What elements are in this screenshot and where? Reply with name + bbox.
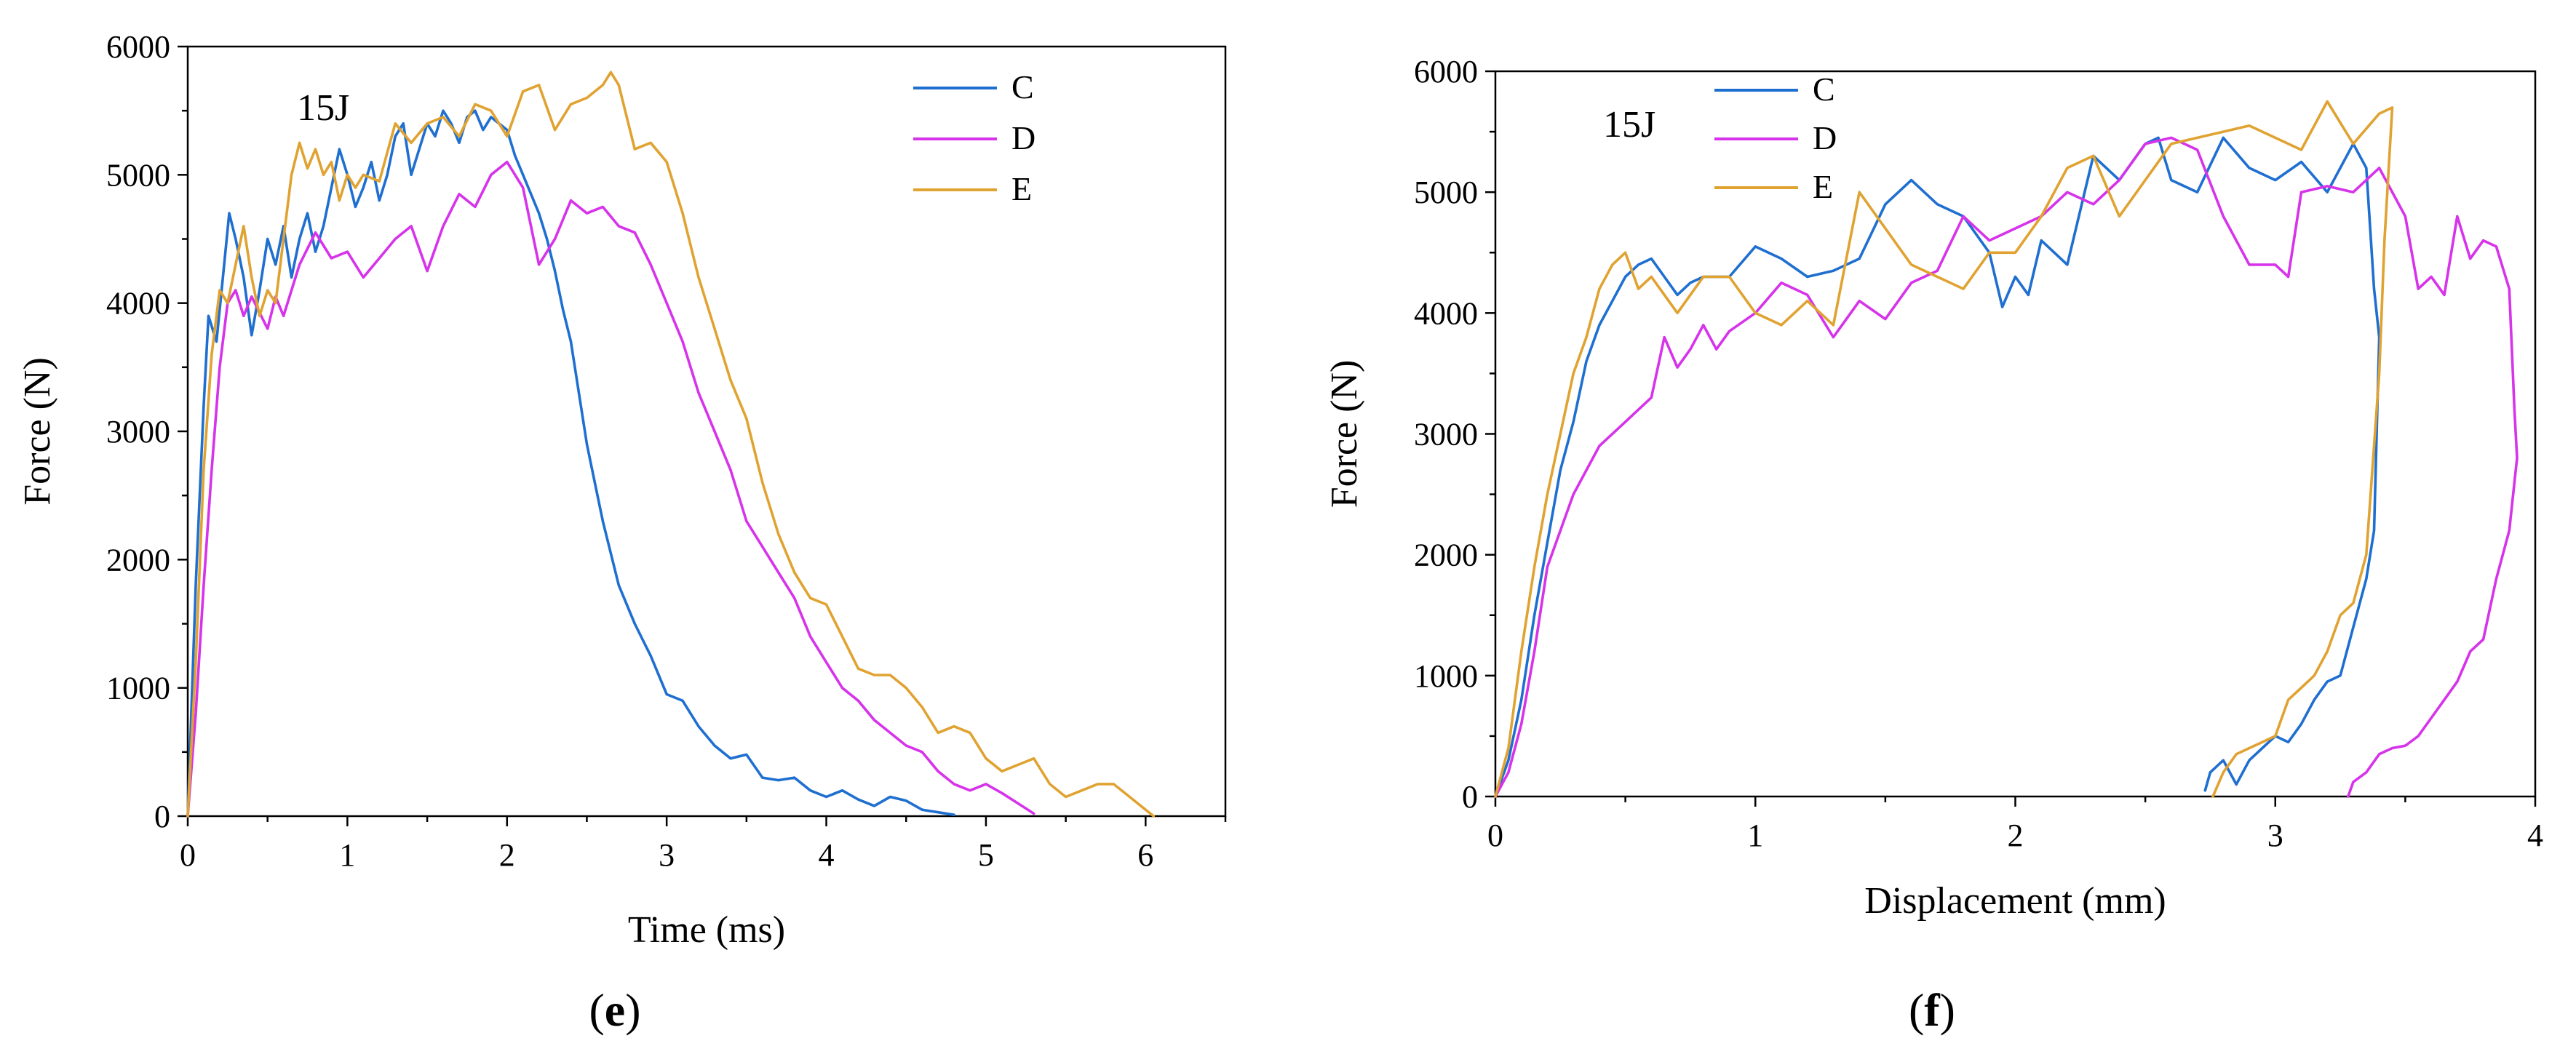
y-axis-title: Force (N) [1324,360,1365,508]
x-tick-label: 6 [1137,837,1153,873]
y-tick-label: 1000 [1414,658,1478,694]
panel-f: 0 1000 2000 3000 4000 5000 6000 0 1 2 3 4 Displaceme… [1324,54,2543,1036]
series-line-D [1494,136,2519,798]
plot-frame [1494,70,2537,798]
x-tick-label: 1 [1747,818,1763,853]
legend-label-C: C [1813,71,1835,108]
energy-annotation: 15J [1603,104,1655,145]
legend-label-C: C [1011,68,1034,105]
x-tick-label: 4 [2527,818,2543,853]
panel-label: (f) [1909,984,1955,1036]
energy-annotation: 15J [297,87,349,129]
y-tick-label: 0 [154,799,170,834]
x-tick-label: 3 [659,837,675,873]
y-tick-label: 2000 [1414,538,1478,573]
x-tick-label: 4 [819,837,835,873]
y-tick-label: 4000 [1414,295,1478,331]
panel-label-close: ) [1940,984,1955,1036]
y-tick-label: 5000 [1414,175,1478,210]
panel-label-letter: e [605,984,625,1036]
x-tick-label: 1 [339,837,355,873]
x-tick-label: 2 [499,837,515,873]
legend-label-E: E [1813,168,1833,205]
y-tick-label: 0 [1462,779,1478,815]
series-line-C [186,109,955,818]
panel-label-close: ) [625,984,640,1036]
x-tick-label: 0 [180,837,196,873]
x-tick-label: 0 [1487,818,1503,853]
legend-label-E: E [1011,170,1032,207]
x-axis-title: Displacement (mm) [1864,880,2166,922]
y-tick-label: 3000 [106,414,170,450]
series-line-E [1494,100,2394,798]
x-tick-label: 2 [2008,818,2024,853]
y-tick-label: 6000 [1414,54,1478,89]
y-tick-label: 6000 [106,29,170,65]
y-tick-label: 2000 [106,542,170,578]
y-tick-label: 3000 [1414,417,1478,452]
panel-label-letter: f [1924,984,1940,1036]
y-tick-label: 4000 [106,286,170,322]
x-tick-label: 5 [978,837,994,873]
series-line-D [186,160,1035,818]
panel-label-open: ( [1909,984,1924,1036]
y-axis-title: Force (N) [17,357,58,506]
panel-label: (e) [589,984,640,1036]
series-line-C [1494,136,2381,798]
y-tick-label: 1000 [106,671,170,706]
y-tick-label: 5000 [106,157,170,193]
series-line-E [186,71,1156,818]
panel-e: 0 1000 2000 3000 4000 5000 6000 0 1 2 3 4 5 6 Time (ms… [17,29,1227,1036]
legend-label-D: D [1813,119,1837,156]
legend-label-D: D [1011,119,1035,156]
x-axis-title: Time (ms) [628,909,785,951]
panel-label-open: ( [589,984,604,1036]
x-tick-label: 3 [2267,818,2283,853]
